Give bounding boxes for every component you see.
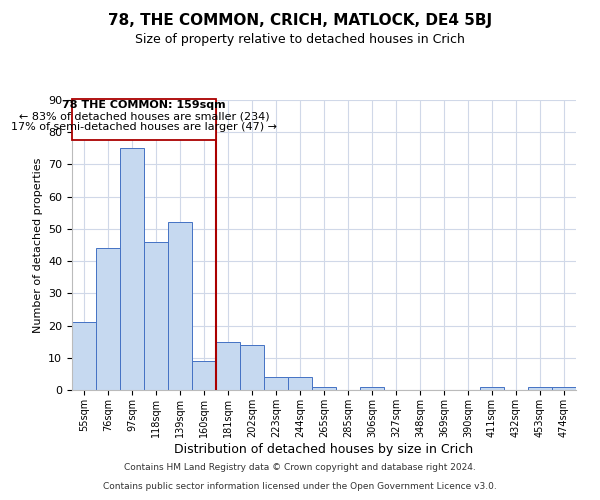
Text: 17% of semi-detached houses are larger (47) →: 17% of semi-detached houses are larger (…	[11, 122, 277, 132]
Text: Contains public sector information licensed under the Open Government Licence v3: Contains public sector information licen…	[103, 482, 497, 491]
Bar	[216, 342, 240, 390]
Bar	[96, 248, 120, 390]
Bar	[552, 387, 576, 390]
Bar	[264, 377, 288, 390]
Bar	[312, 387, 336, 390]
Bar	[288, 377, 312, 390]
Text: ← 83% of detached houses are smaller (234): ← 83% of detached houses are smaller (23…	[19, 111, 269, 121]
Bar	[120, 148, 144, 390]
Text: Size of property relative to detached houses in Crich: Size of property relative to detached ho…	[135, 32, 465, 46]
Bar	[72, 322, 96, 390]
Bar	[144, 242, 168, 390]
Text: 78, THE COMMON, CRICH, MATLOCK, DE4 5BJ: 78, THE COMMON, CRICH, MATLOCK, DE4 5BJ	[108, 12, 492, 28]
Bar	[240, 345, 264, 390]
Bar	[528, 387, 552, 390]
X-axis label: Distribution of detached houses by size in Crich: Distribution of detached houses by size …	[175, 442, 473, 456]
Bar	[192, 361, 216, 390]
Bar	[360, 387, 384, 390]
Bar	[480, 387, 504, 390]
Bar	[168, 222, 192, 390]
FancyBboxPatch shape	[72, 100, 216, 140]
Y-axis label: Number of detached properties: Number of detached properties	[32, 158, 43, 332]
Text: Contains HM Land Registry data © Crown copyright and database right 2024.: Contains HM Land Registry data © Crown c…	[124, 464, 476, 472]
Text: 78 THE COMMON: 159sqm: 78 THE COMMON: 159sqm	[62, 100, 226, 110]
